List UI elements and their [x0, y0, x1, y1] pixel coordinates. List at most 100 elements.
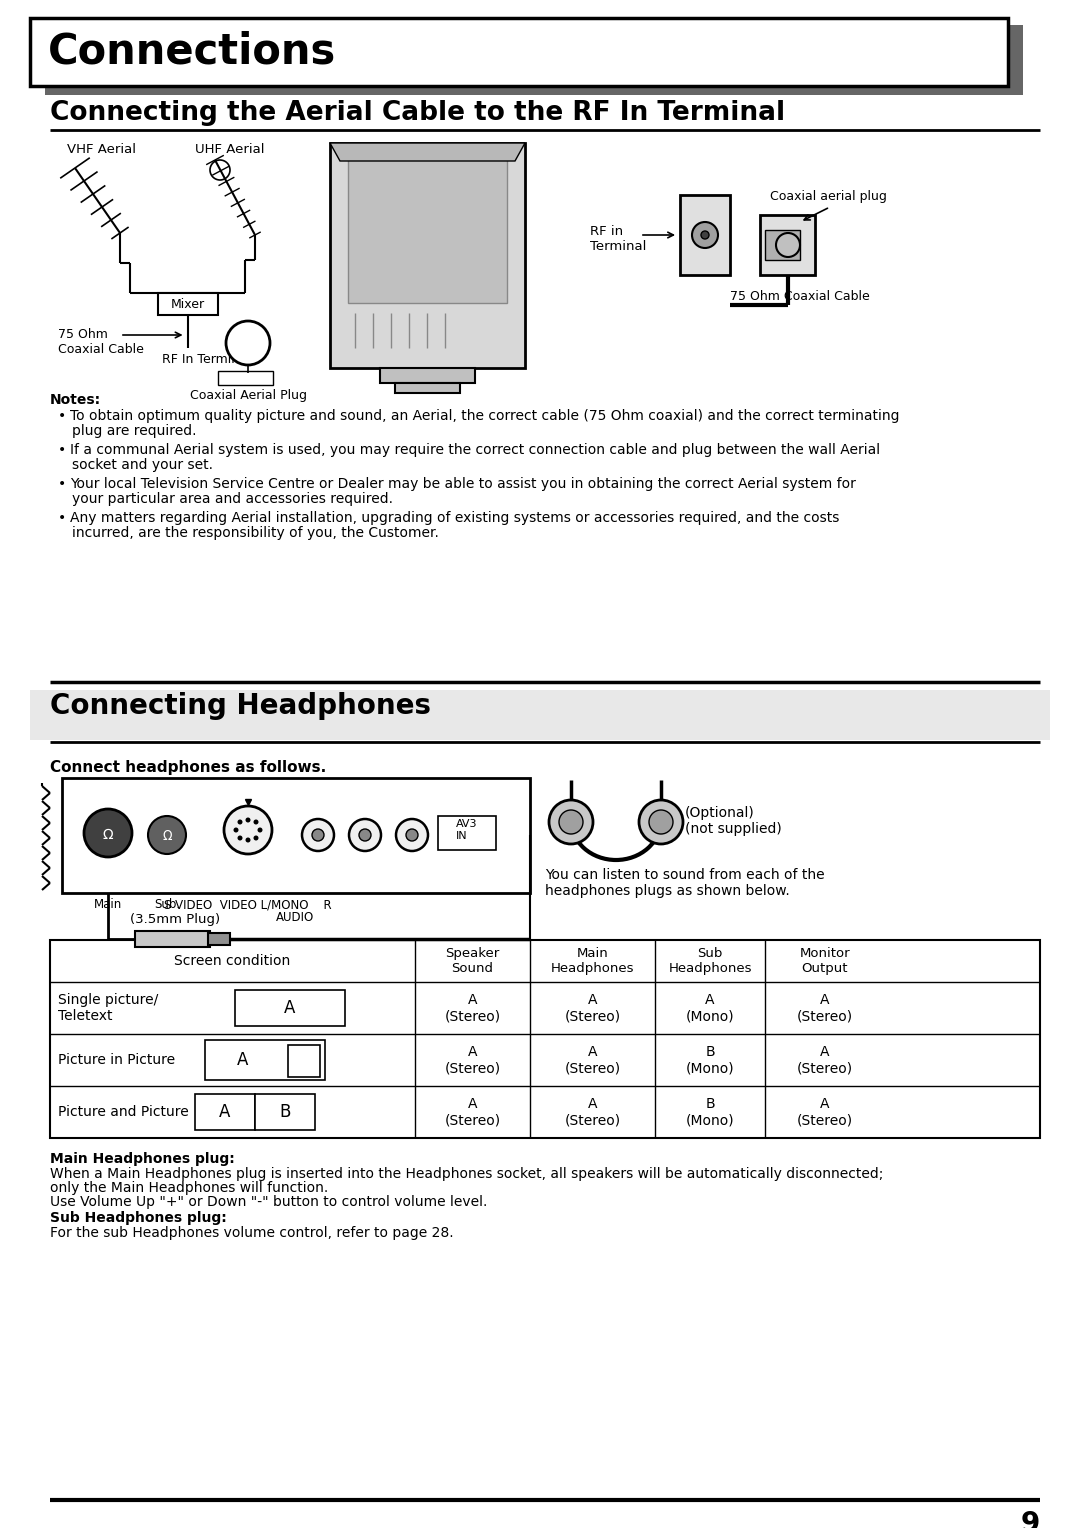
- Text: Coaxial Aerial Plug: Coaxial Aerial Plug: [189, 390, 307, 402]
- Text: Connecting Headphones: Connecting Headphones: [50, 692, 431, 720]
- Circle shape: [224, 805, 272, 854]
- Text: UHF Aerial: UHF Aerial: [195, 144, 265, 156]
- Text: •: •: [58, 510, 66, 526]
- Text: Your local Television Service Centre or Dealer may be able to assist you in obta: Your local Television Service Centre or …: [70, 477, 855, 490]
- Text: Main
Headphones: Main Headphones: [551, 947, 634, 975]
- Text: A
(Mono): A (Mono): [686, 993, 734, 1024]
- Text: When a Main Headphones plug is inserted into the Headphones socket, all speakers: When a Main Headphones plug is inserted …: [50, 1167, 883, 1181]
- Circle shape: [559, 810, 583, 834]
- Text: B: B: [280, 1103, 291, 1122]
- Text: Monitor
Output: Monitor Output: [799, 947, 850, 975]
- Text: Screen condition: Screen condition: [174, 953, 291, 969]
- Text: A
(Stereo): A (Stereo): [797, 1045, 853, 1076]
- Bar: [62, 778, 530, 892]
- Bar: [395, 384, 460, 393]
- Text: For the sub Headphones volume control, refer to page 28.: For the sub Headphones volume control, r…: [50, 1225, 454, 1241]
- Circle shape: [254, 836, 258, 840]
- Text: B
(Mono): B (Mono): [686, 1097, 734, 1128]
- Bar: [30, 18, 1008, 86]
- Circle shape: [226, 321, 270, 365]
- Text: A
(Stereo): A (Stereo): [565, 1097, 621, 1128]
- Text: 9: 9: [1021, 1510, 1040, 1528]
- Bar: [330, 144, 525, 368]
- Text: A
(Stereo): A (Stereo): [445, 993, 500, 1024]
- Text: RF in
Terminal: RF in Terminal: [590, 225, 646, 254]
- Circle shape: [257, 828, 262, 833]
- Text: Sub Headphones plug:: Sub Headphones plug:: [50, 1212, 227, 1225]
- Bar: [50, 940, 1040, 1138]
- Text: plug are required.: plug are required.: [72, 423, 197, 439]
- Bar: [195, 1094, 255, 1131]
- Text: Connections: Connections: [48, 31, 336, 73]
- Circle shape: [84, 808, 132, 857]
- Text: A
(Stereo): A (Stereo): [797, 993, 853, 1024]
- Text: A: A: [219, 1103, 231, 1122]
- Bar: [348, 157, 507, 303]
- Text: A
(Stereo): A (Stereo): [445, 1045, 500, 1076]
- Bar: [760, 215, 815, 275]
- Bar: [438, 816, 496, 850]
- Text: Any matters regarding Aerial installation, upgrading of existing systems or acce: Any matters regarding Aerial installatio…: [70, 510, 839, 526]
- Text: S VIDEO  VIDEO L/MONO    R: S VIDEO VIDEO L/MONO R: [164, 898, 332, 911]
- Circle shape: [639, 801, 683, 843]
- Bar: [218, 371, 273, 385]
- Circle shape: [245, 837, 251, 842]
- Bar: [30, 691, 1050, 740]
- Text: To obtain optimum quality picture and sound, an Aerial, the correct cable (75 Oh: To obtain optimum quality picture and so…: [70, 410, 900, 423]
- Circle shape: [238, 836, 243, 840]
- Text: B
(Mono): B (Mono): [686, 1045, 734, 1076]
- Circle shape: [245, 817, 251, 822]
- Circle shape: [312, 830, 324, 840]
- Text: Ω: Ω: [103, 828, 113, 842]
- Text: Connect headphones as follows.: Connect headphones as follows.: [50, 759, 326, 775]
- Bar: [765, 231, 800, 260]
- Bar: [235, 990, 345, 1025]
- Text: AV3
IN: AV3 IN: [456, 819, 477, 840]
- Bar: [135, 931, 210, 947]
- Text: Main Headphones plug:: Main Headphones plug:: [50, 1152, 234, 1166]
- Text: Use Volume Up "+" or Down "-" button to control volume level.: Use Volume Up "+" or Down "-" button to …: [50, 1195, 487, 1209]
- Text: Notes:: Notes:: [50, 393, 102, 406]
- Text: Speaker
Sound: Speaker Sound: [445, 947, 500, 975]
- Text: Main: Main: [94, 898, 122, 911]
- Circle shape: [302, 819, 334, 851]
- Text: A
(Stereo): A (Stereo): [565, 993, 621, 1024]
- Text: RF In Terminal: RF In Terminal: [162, 353, 251, 367]
- Text: A
(Stereo): A (Stereo): [565, 1045, 621, 1076]
- Circle shape: [692, 222, 718, 248]
- Text: •: •: [58, 477, 66, 490]
- Circle shape: [238, 819, 243, 825]
- Circle shape: [406, 830, 418, 840]
- Text: Ω: Ω: [162, 830, 172, 842]
- Bar: [680, 196, 730, 275]
- Text: 75 Ohm
Coaxial Cable: 75 Ohm Coaxial Cable: [58, 329, 144, 356]
- Text: A: A: [238, 1051, 248, 1070]
- Text: •: •: [58, 443, 66, 457]
- Text: A: A: [284, 999, 296, 1018]
- Text: Picture and Picture: Picture and Picture: [58, 1105, 189, 1118]
- Text: (3.5mm Plug): (3.5mm Plug): [130, 914, 220, 926]
- Text: incurred, are the responsibility of you, the Customer.: incurred, are the responsibility of you,…: [72, 526, 438, 539]
- Bar: [158, 293, 217, 315]
- Circle shape: [649, 810, 673, 834]
- Text: Connecting the Aerial Cable to the RF In Terminal: Connecting the Aerial Cable to the RF In…: [50, 99, 785, 125]
- Text: Mixer: Mixer: [171, 298, 204, 310]
- Circle shape: [777, 232, 800, 257]
- Text: VHF Aerial: VHF Aerial: [67, 144, 136, 156]
- Polygon shape: [330, 144, 525, 160]
- Circle shape: [254, 819, 258, 825]
- Bar: [205, 1041, 325, 1080]
- Text: A
(Stereo): A (Stereo): [797, 1097, 853, 1128]
- Circle shape: [349, 819, 381, 851]
- Bar: [255, 1094, 315, 1131]
- Bar: [208, 934, 230, 944]
- Text: AUDIO: AUDIO: [275, 911, 314, 924]
- Text: only the Main Headphones will function.: only the Main Headphones will function.: [50, 1181, 328, 1195]
- Text: Sub
Headphones: Sub Headphones: [669, 947, 752, 975]
- Text: You can listen to sound from each of the
headphones plugs as shown below.: You can listen to sound from each of the…: [545, 868, 825, 898]
- Text: •: •: [58, 410, 66, 423]
- Text: A
(Stereo): A (Stereo): [445, 1097, 500, 1128]
- Text: Coaxial aerial plug: Coaxial aerial plug: [770, 189, 887, 203]
- Circle shape: [359, 830, 372, 840]
- Bar: [45, 24, 1023, 95]
